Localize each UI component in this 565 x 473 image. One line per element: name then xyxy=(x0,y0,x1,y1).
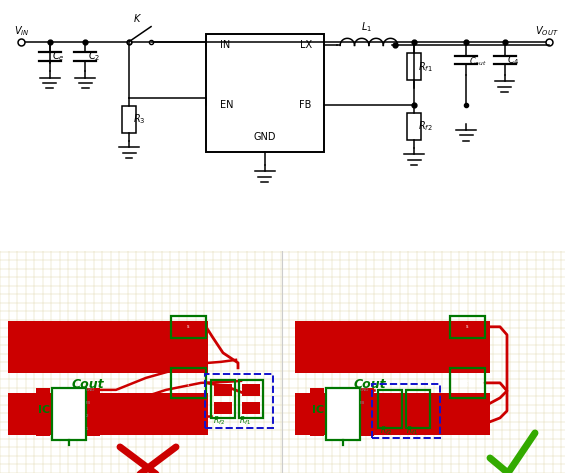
Bar xyxy=(86,427,100,436)
Bar xyxy=(36,427,50,436)
Text: $V_{IN}$: $V_{IN}$ xyxy=(14,24,29,38)
Text: $C_4$: $C_4$ xyxy=(507,53,520,67)
Bar xyxy=(326,388,360,440)
Text: $V_{OUT}$: $V_{OUT}$ xyxy=(534,24,558,38)
Bar xyxy=(310,427,324,436)
Text: EN: EN xyxy=(220,100,233,110)
Text: Cout: Cout xyxy=(354,378,386,391)
Text: IN: IN xyxy=(220,40,230,51)
Bar xyxy=(86,414,100,423)
Bar xyxy=(86,401,100,410)
Text: FB: FB xyxy=(299,100,312,110)
Text: GND: GND xyxy=(360,388,370,392)
Bar xyxy=(310,388,324,397)
Text: IC: IC xyxy=(312,405,324,415)
Bar xyxy=(239,380,263,418)
Text: $L_1$: $L_1$ xyxy=(360,20,372,34)
Bar xyxy=(36,414,50,423)
Text: GND
1: GND 1 xyxy=(183,378,193,387)
Text: LX: LX xyxy=(299,40,312,51)
Bar xyxy=(171,368,206,398)
Text: $R_{f2}$: $R_{f2}$ xyxy=(213,415,225,428)
Text: GND: GND xyxy=(86,388,95,392)
Text: s: s xyxy=(187,324,189,329)
Bar xyxy=(310,414,324,423)
Text: $K$: $K$ xyxy=(133,12,142,25)
Bar xyxy=(214,384,232,396)
Text: $R_3$: $R_3$ xyxy=(133,113,146,126)
Bar xyxy=(360,427,374,436)
Bar xyxy=(372,384,440,438)
Bar xyxy=(171,316,206,338)
Bar xyxy=(407,113,421,140)
Bar xyxy=(360,414,374,423)
Text: $R_{f1}$: $R_{f1}$ xyxy=(406,425,418,438)
Text: FB: FB xyxy=(360,401,365,405)
Bar xyxy=(409,412,427,424)
Bar xyxy=(8,393,208,435)
Bar xyxy=(409,394,427,406)
Bar xyxy=(310,401,324,410)
Text: s: s xyxy=(466,324,468,329)
Bar xyxy=(450,368,485,398)
Bar xyxy=(205,374,273,428)
Bar xyxy=(360,388,374,397)
Bar xyxy=(122,106,136,133)
Text: GND: GND xyxy=(254,131,276,141)
Bar xyxy=(295,321,490,373)
Text: Cout: Cout xyxy=(72,378,105,391)
Bar xyxy=(36,401,50,410)
Bar xyxy=(86,388,100,397)
Text: 1: 1 xyxy=(86,427,89,431)
Text: FB: FB xyxy=(86,401,92,405)
Bar xyxy=(406,390,430,428)
Text: $C_2$: $C_2$ xyxy=(88,49,101,63)
Bar xyxy=(381,394,399,406)
Bar xyxy=(52,388,86,440)
Bar xyxy=(295,393,490,435)
Text: $R_{f2}$: $R_{f2}$ xyxy=(380,425,392,438)
Bar xyxy=(206,34,324,151)
Bar xyxy=(8,321,208,373)
Text: $C_{out}$: $C_{out}$ xyxy=(469,55,486,68)
Text: IC: IC xyxy=(38,405,50,415)
Bar xyxy=(407,53,421,80)
Bar xyxy=(211,380,235,418)
Bar xyxy=(242,402,260,414)
Bar xyxy=(450,316,485,338)
Bar xyxy=(360,401,374,410)
Text: $R_{f1}$: $R_{f1}$ xyxy=(418,60,433,74)
Text: $R_{f2}$: $R_{f2}$ xyxy=(418,119,433,133)
Text: $C_e$: $C_e$ xyxy=(53,49,65,63)
Bar xyxy=(214,402,232,414)
Text: $R_{f1}$: $R_{f1}$ xyxy=(239,415,251,428)
Text: 2: 2 xyxy=(86,414,89,418)
Bar xyxy=(381,412,399,424)
Text: GND
1: GND 1 xyxy=(462,378,472,387)
Bar xyxy=(36,388,50,397)
Bar xyxy=(242,384,260,396)
Bar xyxy=(378,390,402,428)
